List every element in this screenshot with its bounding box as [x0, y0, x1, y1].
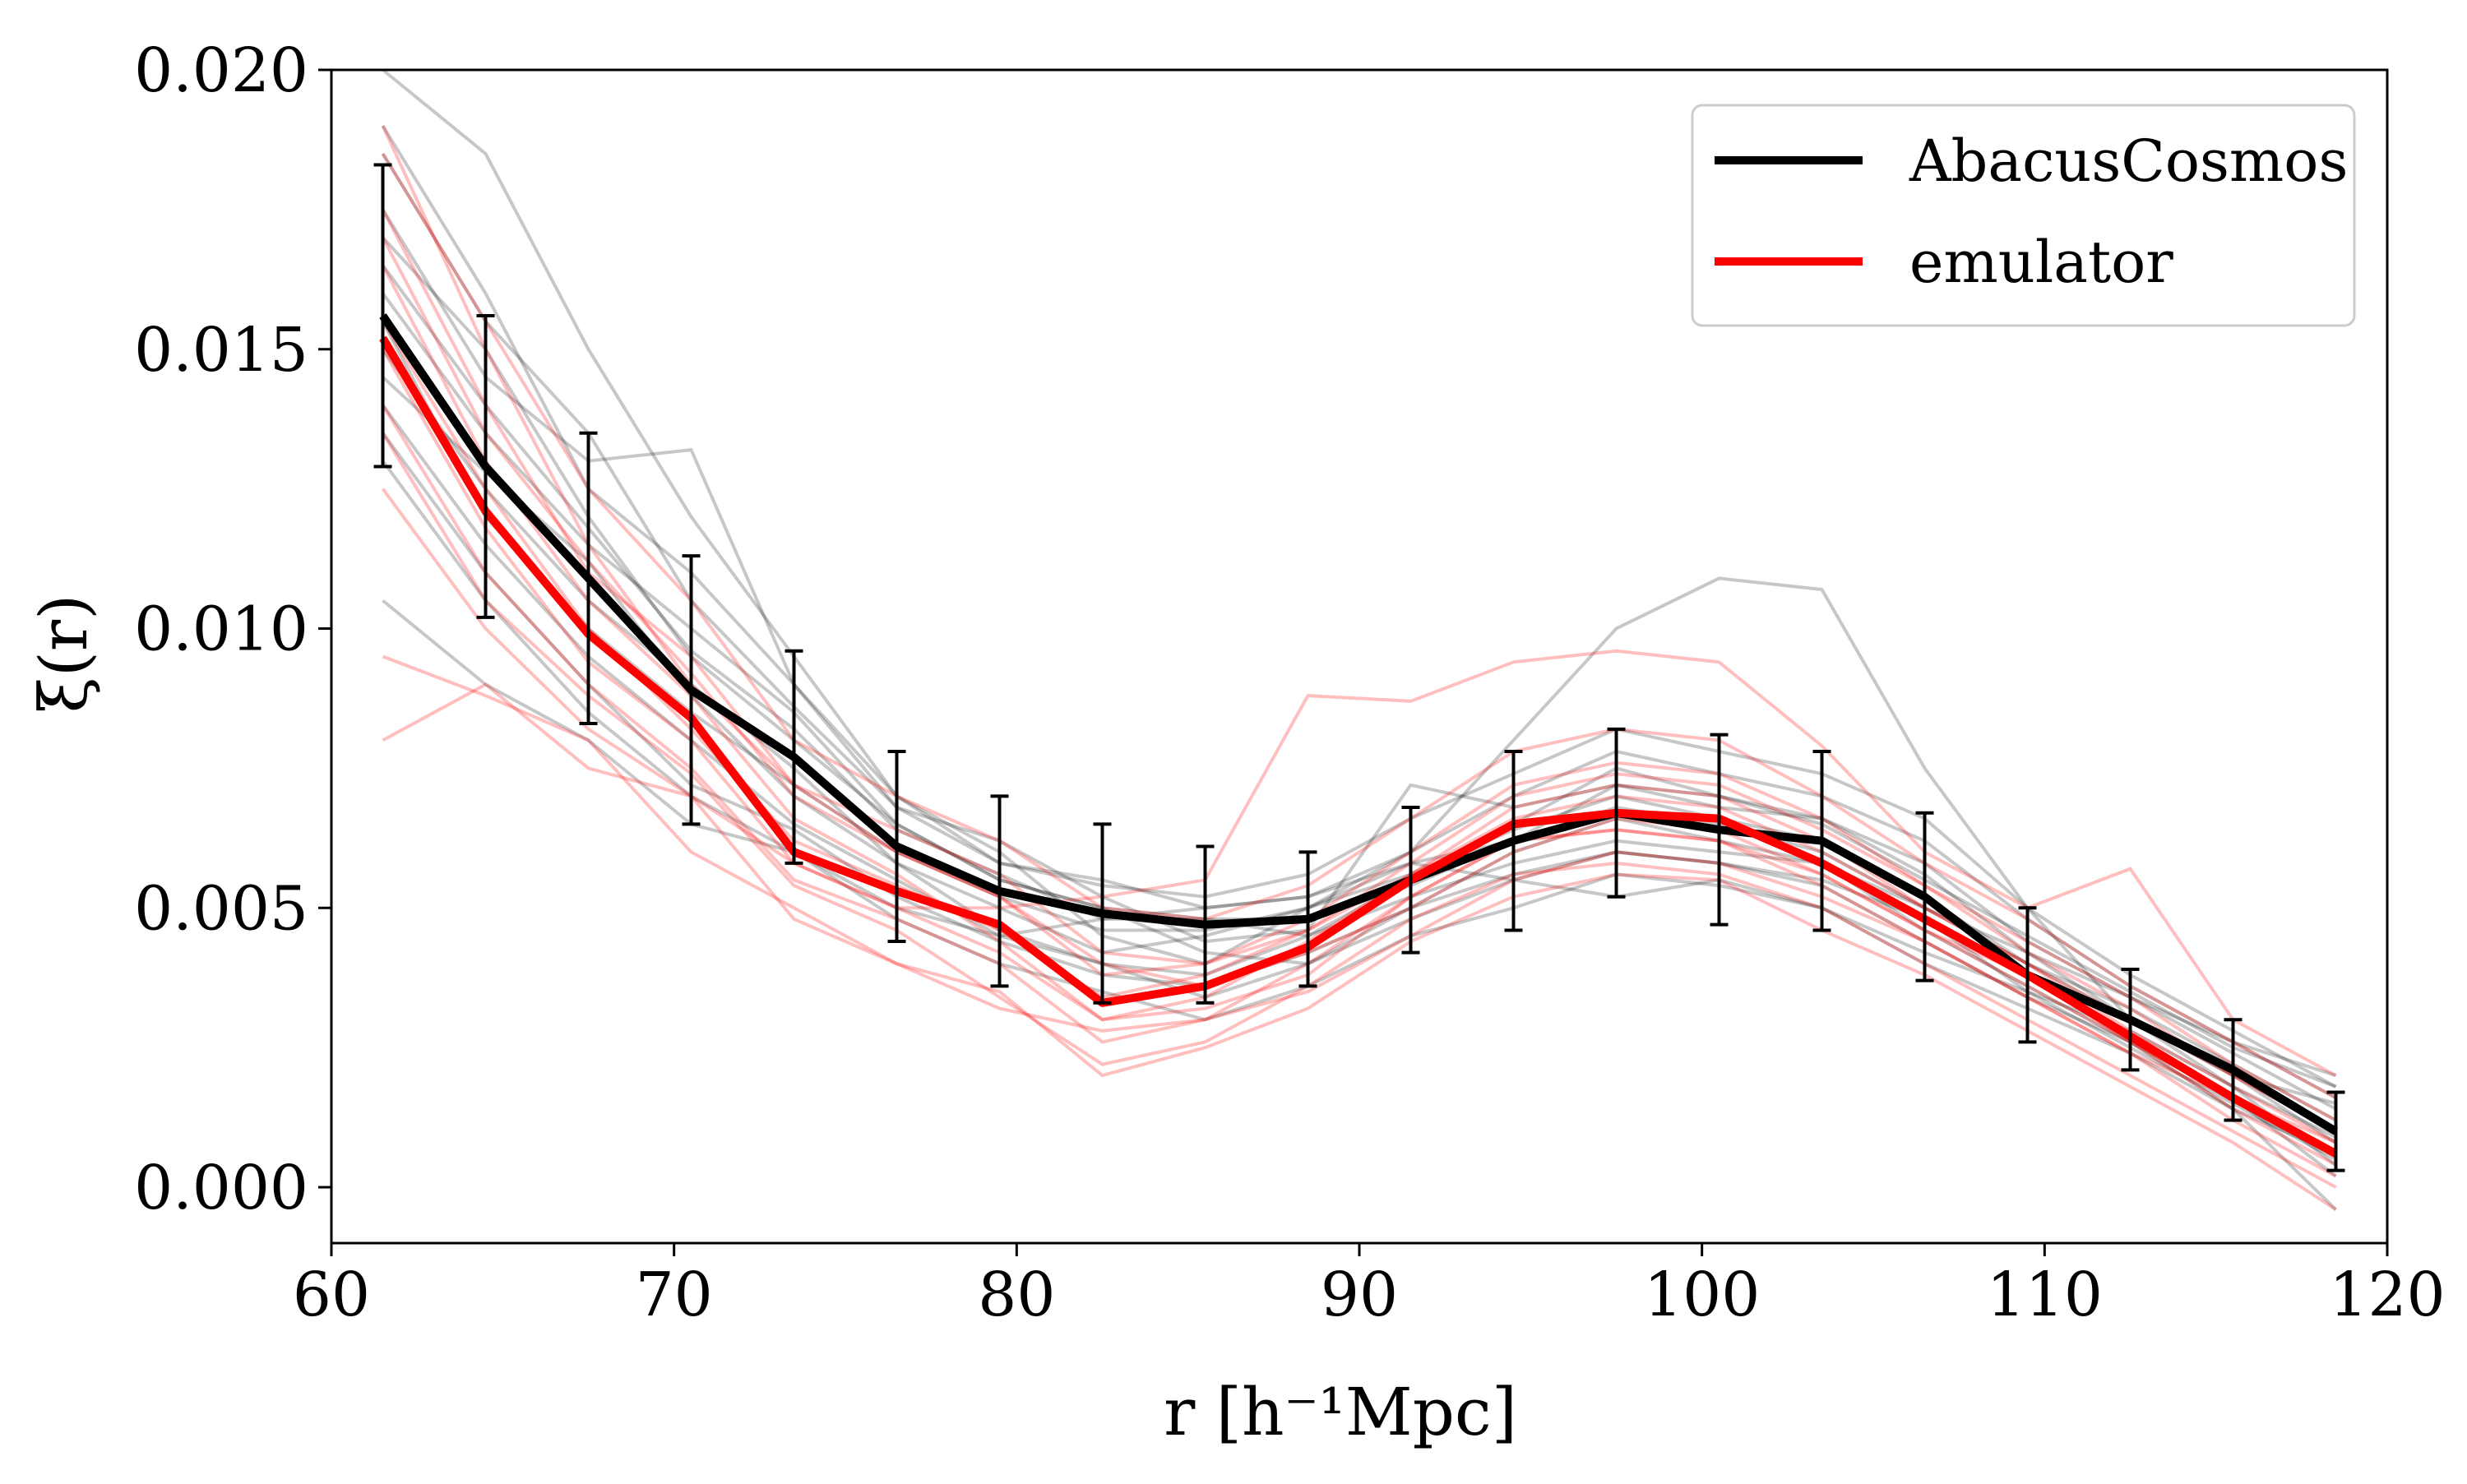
- error-bar: [990, 794, 1009, 988]
- emulator-realization-line-5: [381, 404, 2337, 1178]
- y-axis-label: ξ(r): [25, 594, 102, 714]
- error-bar: [1710, 733, 1729, 927]
- legend-label-emulator: emulator: [1909, 229, 2173, 296]
- x-tick-label: 110: [1987, 1260, 2103, 1330]
- error-bar: [1607, 727, 1626, 899]
- abacus-realization-line-6: [382, 599, 2337, 1156]
- legend-label-abacuscosmos: AbacusCosmos: [1909, 127, 2348, 195]
- y-tick-label: 0.020: [134, 35, 308, 106]
- emulator-realization-line-9: [381, 152, 2337, 1100]
- error-bar: [2121, 968, 2140, 1072]
- error-bar: [2326, 1090, 2345, 1172]
- legend: AbacusCosmos emulator: [1691, 104, 2356, 327]
- abacus-realization-line-9: [381, 208, 2337, 1111]
- emulator-realization-line-12: [381, 348, 2337, 1167]
- abacus-realization-line-13: [381, 432, 2337, 1211]
- abacus-realization-line-1: [382, 70, 2337, 1106]
- abacus-realization-line-8: [381, 460, 2337, 1139]
- error-bar: [476, 313, 495, 619]
- emulator-line: [379, 335, 2338, 1158]
- error-bar: [1812, 750, 1831, 932]
- x-axis-label: r [h⁻¹Mpc]: [1164, 1374, 1517, 1450]
- emulator-realization-line-4: [381, 264, 2337, 1133]
- error-bar: [1196, 844, 1215, 1005]
- y-tick-label: 0.015: [134, 315, 308, 386]
- error-bar: [887, 750, 906, 944]
- x-tick-label: 90: [1321, 1260, 1398, 1330]
- abacus-realization-line-7: [381, 124, 2337, 1100]
- error-bar: [1298, 850, 1317, 988]
- error-bar: [2224, 1018, 2243, 1122]
- error-bar: [1915, 811, 1934, 982]
- abacus-realization-line-5: [381, 404, 2337, 1144]
- emulator-realization-line-1: [382, 649, 2337, 1077]
- series-layer: [379, 313, 2339, 1158]
- abacus-realization-line-11: [382, 376, 2337, 1178]
- realizations-layer: [381, 70, 2337, 1211]
- error-bar: [1401, 805, 1420, 955]
- y-tick-label: 0.010: [134, 594, 308, 665]
- y-axis: 0.000 0.005 0.010 0.015 0.020: [134, 35, 331, 1223]
- emulator-realization-line-2: [382, 654, 2337, 1144]
- error-bar: [785, 649, 803, 865]
- errorbar-layer: [373, 163, 2345, 1172]
- error-bar: [579, 431, 598, 726]
- y-tick-label: 0.005: [134, 873, 308, 944]
- x-tick-label: 120: [2329, 1260, 2445, 1330]
- x-tick-label: 70: [636, 1260, 713, 1330]
- abacus-realization-line-14: [381, 152, 2337, 1089]
- x-tick-label: 100: [1644, 1260, 1760, 1330]
- error-bar: [1093, 822, 1112, 1005]
- error-bar: [2018, 906, 2037, 1044]
- error-bar: [373, 163, 392, 469]
- x-tick-label: 80: [978, 1260, 1055, 1330]
- emulator-realization-line-7: [381, 488, 2337, 1211]
- emulator-realization-line-10: [381, 432, 2337, 1189]
- y-tick-label: 0.000: [134, 1153, 308, 1223]
- x-axis: 60 70 80 90 100 110 120: [293, 1243, 2446, 1330]
- x-tick-label: 60: [293, 1260, 370, 1330]
- abacus-realization-line-10: [381, 320, 2337, 1167]
- abacuscosmos-mean-line: [379, 313, 2339, 1135]
- emulator-realization-line-8: [381, 320, 2337, 1144]
- abacus-realization-line-2: [382, 236, 2337, 1089]
- error-bar: [1504, 750, 1523, 932]
- emulator-realization-line-11: [381, 236, 2337, 1133]
- error-bar: [682, 554, 701, 826]
- abacus-realization-line-4: [381, 292, 2337, 1161]
